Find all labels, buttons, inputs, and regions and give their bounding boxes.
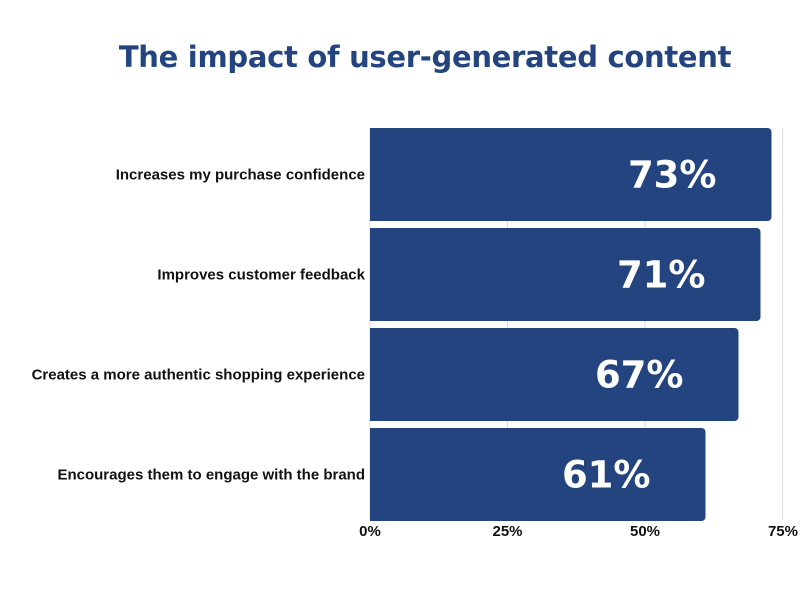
data-label: 73% [628,154,717,197]
data-label: 71% [617,254,706,297]
bar [370,428,706,521]
bar-edge [370,328,376,421]
bar [370,128,772,221]
x-tick-label: 75% [768,523,798,540]
category-label: Improves customer feedback [157,267,365,284]
bar [370,228,761,321]
x-tick-label: 50% [630,523,660,540]
bar-edge [370,228,376,321]
category-label: Increases my purchase confidence [116,167,365,184]
bar-edge [370,128,376,221]
data-label: 67% [595,354,684,397]
data-label: 61% [562,454,651,497]
category-label: Encourages them to engage with the brand [57,467,365,484]
x-tick-label: 0% [359,523,381,540]
category-label: Creates a more authentic shopping experi… [32,367,365,384]
chart-title: The impact of user-generated content [118,40,732,74]
bar-edge [370,428,376,521]
x-tick-label: 25% [492,523,522,540]
bar [370,328,739,421]
